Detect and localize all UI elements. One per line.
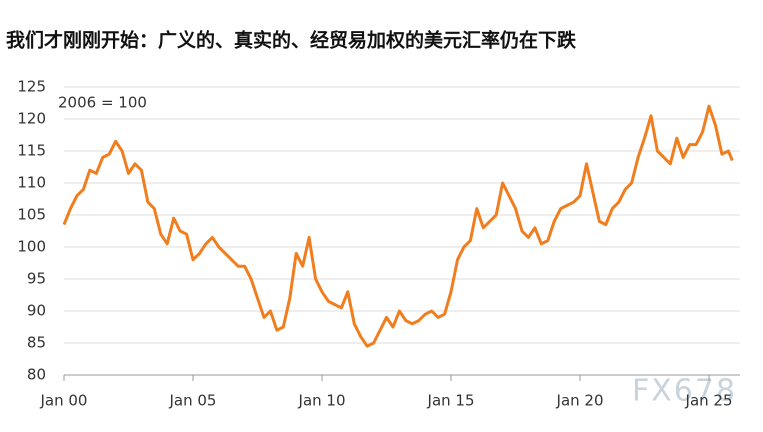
chart-title: 我们才刚刚开始：广义的、真实的、经贸易加权的美元汇率仍在下跌	[6, 29, 577, 52]
y-tick-label: 125	[17, 78, 46, 96]
watermark: FX678	[632, 374, 737, 409]
annotation: 2006 = 100	[58, 94, 147, 112]
y-tick-label: 110	[17, 174, 46, 192]
y-tick-label: 85	[27, 334, 46, 352]
line	[62, 104, 734, 348]
y-tick-label: 90	[27, 302, 46, 320]
y-tick-label: 100	[17, 238, 46, 256]
y-tick-label: 80	[27, 366, 46, 384]
x-tick-label: Jan 15	[427, 392, 475, 410]
x-tick-label: Jan 25	[685, 392, 733, 410]
x-tick-label: Jan 10	[298, 392, 346, 410]
y-tick-label: 120	[17, 110, 46, 128]
y-tick-label: 95	[27, 270, 46, 288]
x-tick-label: Jan 05	[169, 392, 217, 410]
x-tick-label: Jan 00	[40, 392, 88, 410]
x-tick-label: Jan 20	[556, 392, 604, 410]
y-tick-label: 115	[17, 142, 46, 160]
y-tick-label: 105	[17, 206, 46, 224]
